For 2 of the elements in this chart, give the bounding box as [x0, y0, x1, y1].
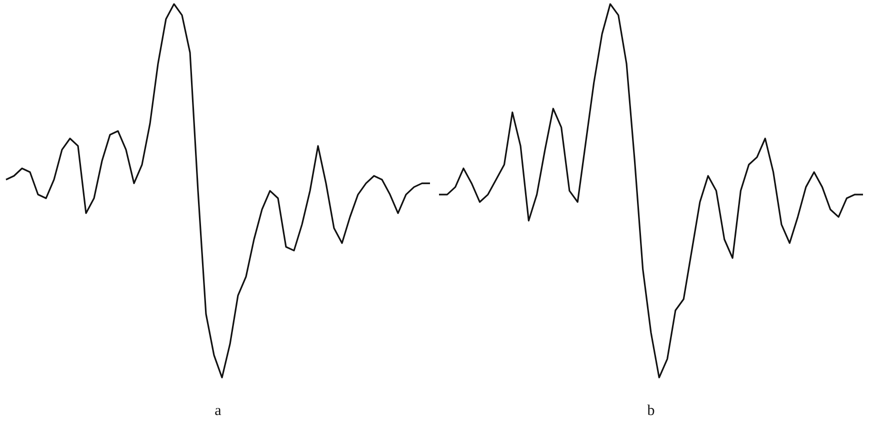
- x-axis-title: b: [647, 402, 655, 419]
- x-axis-title: a: [214, 402, 222, 419]
